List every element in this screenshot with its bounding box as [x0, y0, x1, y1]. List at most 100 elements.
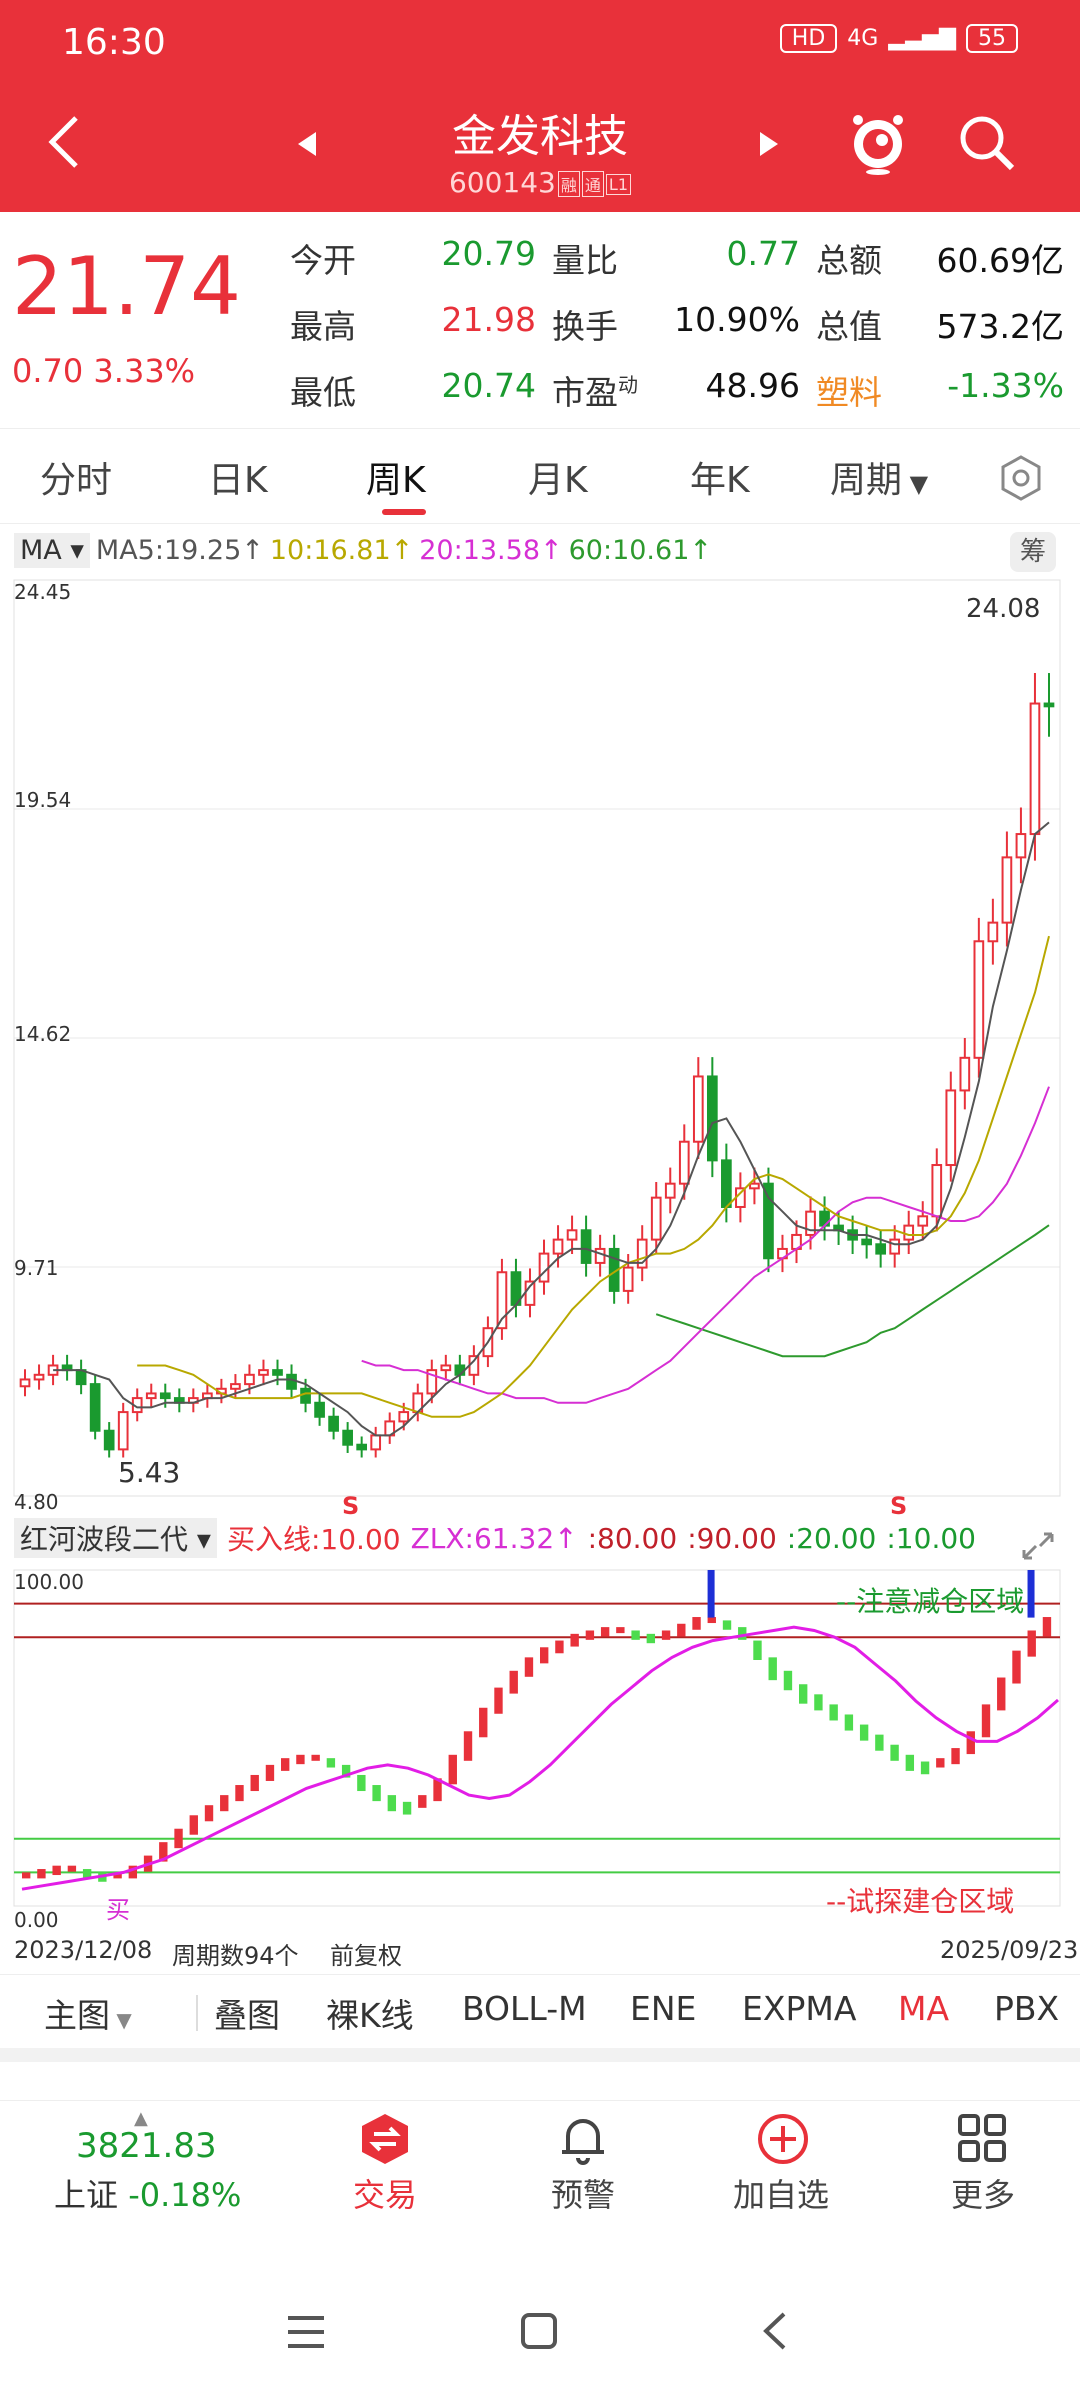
- candle-body: [749, 1182, 760, 1190]
- candle-body: [1029, 702, 1041, 836]
- indicator-bar: [1042, 1617, 1052, 1637]
- tab-intraday[interactable]: 分时: [40, 460, 113, 501]
- indicator-bar: [631, 1630, 640, 1640]
- value-vol-ratio: 0.77: [726, 234, 800, 273]
- search-icon[interactable]: [956, 112, 1016, 172]
- indicator-select[interactable]: 红河波段二代 ▾: [14, 1518, 217, 1558]
- market-index-value[interactable]: 3821.83: [76, 2126, 217, 2166]
- candle-body: [103, 1429, 115, 1451]
- indicator-bar: [540, 1647, 549, 1664]
- candle-body: [1043, 702, 1055, 708]
- settings-hexagon-icon[interactable]: [996, 453, 1046, 503]
- divider: [196, 1995, 198, 2031]
- candle-body: [538, 1252, 550, 1283]
- candle-body: [19, 1378, 31, 1388]
- candle-body: [159, 1392, 171, 1400]
- tool-ma[interactable]: MA: [898, 1989, 950, 2028]
- indicator-bar: [82, 1869, 92, 1879]
- tag-tong: 通: [581, 171, 604, 197]
- indicator-bar: [281, 1758, 290, 1771]
- zlx-line: [21, 1625, 1059, 1891]
- chip-distribution-button[interactable]: 筹: [1010, 532, 1056, 572]
- market-index[interactable]: 上证 -0.18%: [54, 2170, 241, 2216]
- label-turnover: 换手: [552, 307, 618, 346]
- price-change-pct: 3.33%: [93, 352, 196, 390]
- indicator-bar: [936, 1758, 945, 1768]
- market-pct: -0.18%: [128, 2176, 242, 2214]
- tool-expma[interactable]: EXPMA: [742, 1989, 857, 2028]
- candle-body: [75, 1369, 87, 1386]
- period-tabs: 分时 日K 周K 月K 年K 周期 ▼: [0, 428, 1080, 524]
- tab-monthly-k[interactable]: 月K: [528, 460, 588, 501]
- indicator-bar: [707, 1617, 716, 1624]
- nav-alert[interactable]: 预警: [550, 2176, 615, 2214]
- ma-select[interactable]: MA ▾: [14, 532, 90, 568]
- indicator-chart[interactable]: [0, 1560, 1080, 1930]
- prev-stock-icon[interactable]: [296, 130, 318, 158]
- tool-bare-k[interactable]: 裸K线: [326, 1996, 414, 2035]
- bell-icon[interactable]: [558, 2112, 608, 2166]
- candle-body: [496, 1271, 508, 1330]
- signal-bar: [707, 1570, 715, 1618]
- indicator-bar: [296, 1754, 305, 1765]
- back-icon[interactable]: [40, 112, 90, 172]
- kline-chart[interactable]: [0, 570, 1080, 1510]
- tab-period[interactable]: 周期 ▼: [830, 451, 928, 503]
- next-stock-icon[interactable]: [758, 130, 780, 158]
- indicator-bar: [997, 1677, 1006, 1711]
- indicator-bar: [311, 1754, 320, 1761]
- tool-boll-m[interactable]: BOLL-M: [462, 1989, 587, 2028]
- stock-name: 金发科技: [452, 111, 628, 162]
- tab-yearly-k[interactable]: 年K: [690, 460, 750, 501]
- home-icon[interactable]: [520, 2312, 558, 2350]
- candle-body: [342, 1429, 353, 1446]
- indicator-bar: [326, 1758, 336, 1768]
- tab-daily-k[interactable]: 日K: [208, 460, 268, 501]
- trade-icon[interactable]: [358, 2112, 412, 2166]
- nav-add-watchlist[interactable]: 加自选: [732, 2176, 829, 2214]
- mascot-icon[interactable]: [848, 110, 908, 176]
- indicator-bar: [555, 1640, 564, 1654]
- tool-pbx[interactable]: PBX: [994, 1989, 1060, 2028]
- value-pe: 48.96: [705, 366, 800, 405]
- candle-body: [89, 1383, 101, 1432]
- indicator-bar: [646, 1633, 656, 1644]
- label-pe: 市盈动: [552, 366, 638, 414]
- back-nav-icon[interactable]: [760, 2310, 790, 2352]
- value-sector[interactable]: -1.33%: [947, 366, 1064, 405]
- tool-main-chart-label: 主图: [44, 1996, 110, 2035]
- candle-body: [692, 1075, 704, 1143]
- tool-ene[interactable]: ENE: [630, 1989, 697, 2028]
- candle-body: [1015, 833, 1027, 859]
- indicator-bar: [677, 1623, 686, 1637]
- indicator-bar: [570, 1633, 579, 1647]
- menu-icon[interactable]: [286, 2314, 326, 2350]
- indicator-bar: [951, 1748, 960, 1765]
- add-watchlist-icon[interactable]: [756, 2112, 810, 2166]
- nav-more[interactable]: 更多: [950, 2176, 1015, 2214]
- tab-weekly-k[interactable]: 周K: [366, 460, 426, 501]
- tool-main-chart[interactable]: 主图 ▼: [44, 1989, 132, 2037]
- nav-trade[interactable]: 交易: [352, 2176, 417, 2214]
- indicator-bar: [22, 1872, 31, 1879]
- candle-body: [552, 1238, 564, 1255]
- battery-icon: 55: [966, 24, 1018, 53]
- indicator-bar: [738, 1627, 747, 1640]
- expand-icon[interactable]: [1018, 1528, 1058, 1564]
- signal-icon: ▂▃▅▇: [888, 26, 956, 51]
- tool-overlay[interactable]: 叠图: [214, 1996, 280, 2035]
- chart-tools-bar: 主图 ▼ 叠图 裸K线 BOLL-M ENE EXPMA MA PBX: [0, 1974, 1080, 2049]
- level-10-label: :10.00: [886, 1521, 976, 1555]
- candle-body: [861, 1238, 872, 1246]
- min-price-label: 5.43: [118, 1456, 181, 1489]
- ma10-line: [137, 935, 1050, 1418]
- candle-body: [398, 1411, 410, 1423]
- chart-frame: [13, 579, 1061, 1497]
- candle-body: [903, 1224, 915, 1241]
- more-grid-icon[interactable]: [956, 2112, 1008, 2164]
- adjust-mode[interactable]: 前复权: [330, 1942, 402, 1970]
- ma-select-label: MA: [20, 534, 62, 566]
- label-sector[interactable]: 塑料: [816, 373, 882, 412]
- period-count: 周期数94个: [172, 1942, 299, 1970]
- indicator-bar: [661, 1630, 671, 1640]
